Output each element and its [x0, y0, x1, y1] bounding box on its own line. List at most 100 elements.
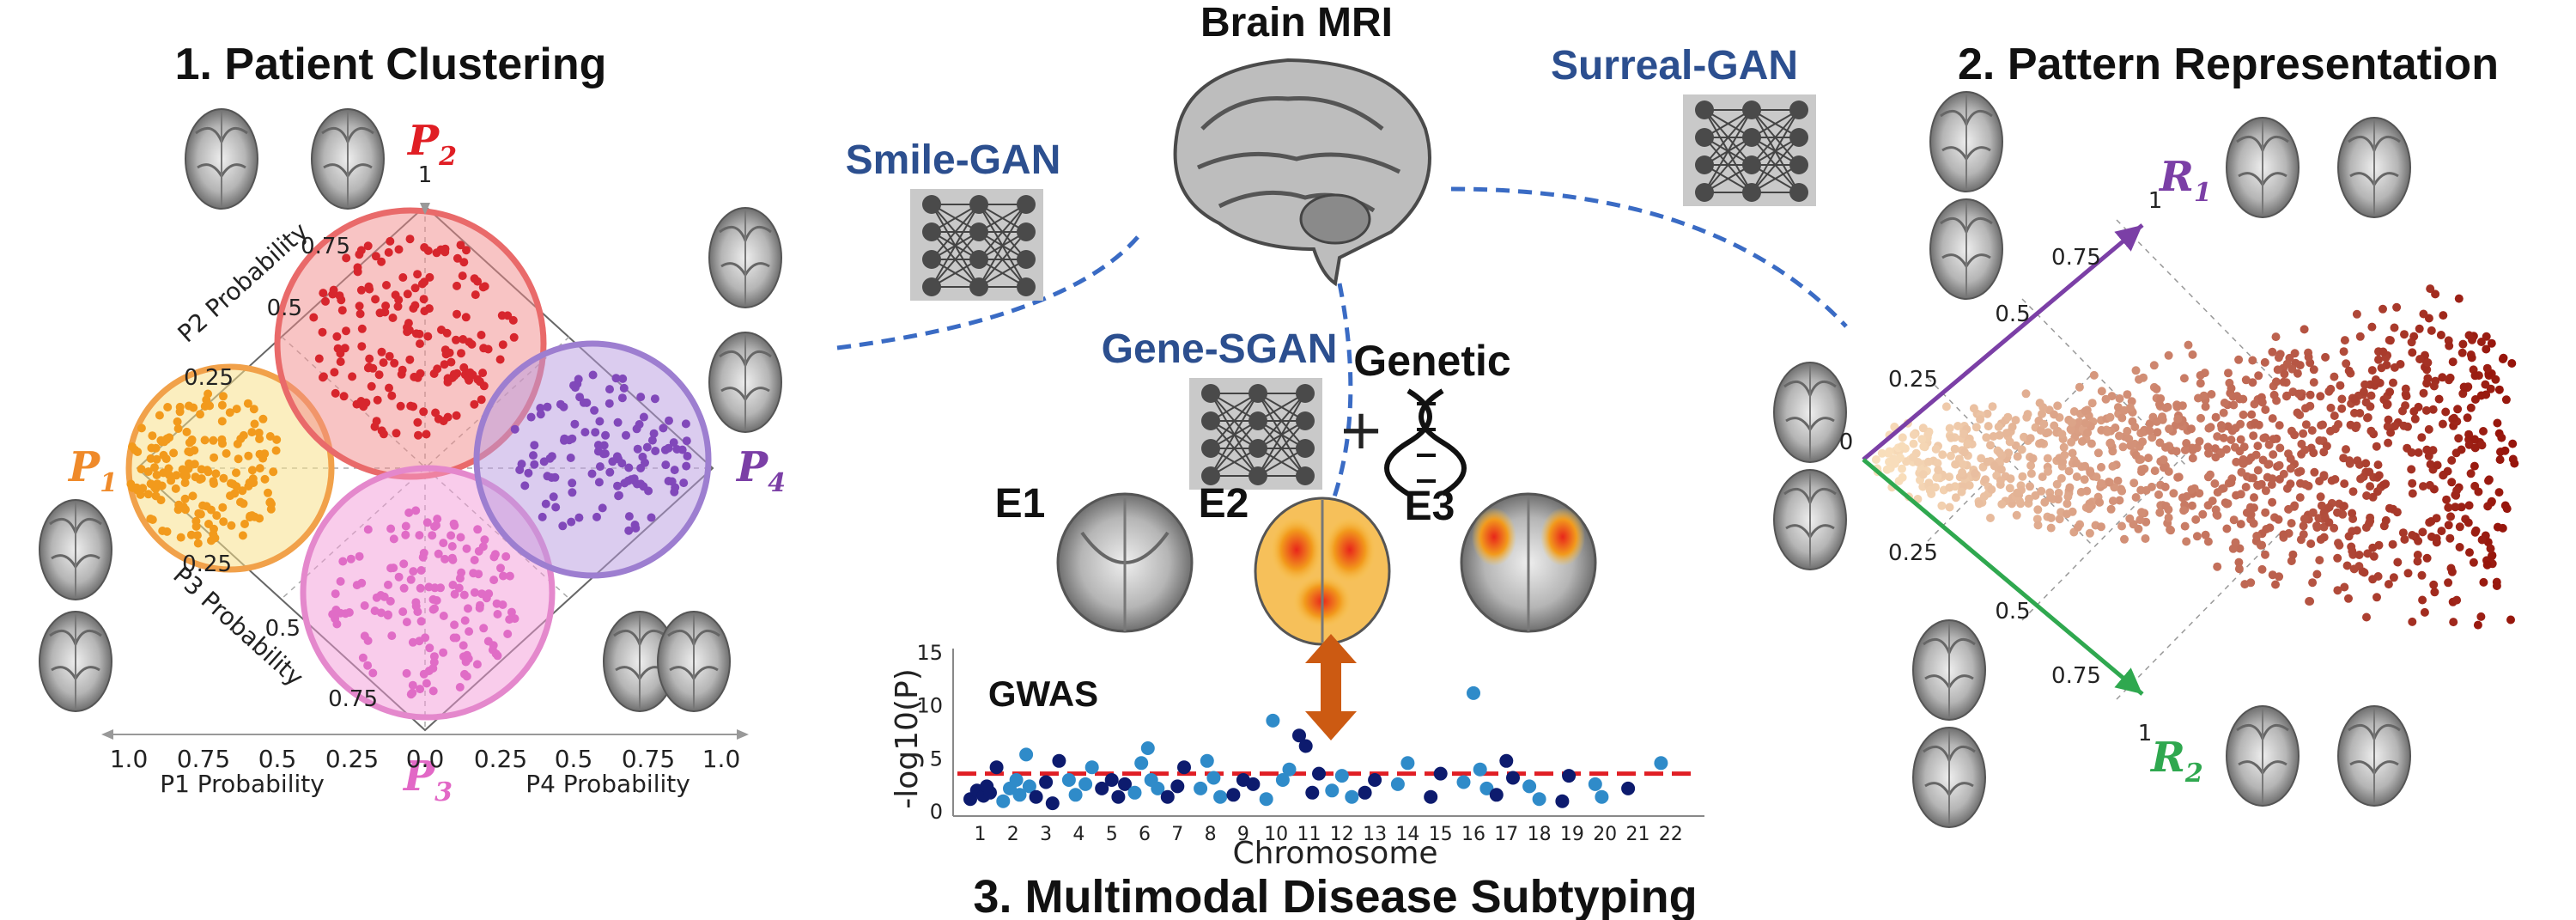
gwas-point-chr2: [996, 794, 1011, 808]
representation-dot: [2312, 521, 2321, 530]
pattern-r1-sub: 1: [2194, 178, 2212, 208]
representation-dot: [2229, 515, 2239, 525]
cluster-dot-p1: [204, 467, 213, 477]
representation-dot: [2155, 438, 2165, 448]
representation-dot: [2481, 380, 2490, 389]
gwas-point-chr20: [1588, 777, 1602, 791]
representation-dot: [2352, 309, 2361, 319]
representation-dot: [2508, 454, 2518, 464]
representation-dot: [2295, 493, 2305, 503]
pattern-r1-base: R: [2158, 153, 2194, 201]
representation-dot: [2257, 398, 2267, 407]
representation-dot: [2180, 521, 2190, 531]
representation-dot: [2401, 384, 2410, 393]
representation-dot: [2366, 516, 2375, 526]
representation-dot: [2420, 607, 2429, 617]
representation-dot: [1986, 441, 1995, 450]
gwas-point-chr18: [1532, 792, 1546, 807]
cluster-dot-p1: [271, 446, 281, 455]
representation-dot: [2454, 294, 2464, 303]
gwas-points: [963, 685, 1668, 811]
gwas-xtick-label: 9: [1237, 824, 1249, 845]
representation-dot: [2464, 518, 2473, 527]
pattern-label-r1: R1: [2158, 153, 2212, 208]
representation-dot: [2084, 504, 2093, 514]
representation-dot: [2465, 548, 2474, 557]
representation-dot: [2418, 527, 2427, 537]
cluster-dot-p2: [309, 313, 319, 322]
cluster-dot-p1: [255, 435, 264, 443]
gwas-point-chr11: [1298, 739, 1313, 753]
cluster-dot-p1: [146, 454, 155, 463]
cluster-dot-p3: [489, 576, 499, 585]
cluster-dot-p3: [404, 508, 414, 517]
cluster-dot-p1: [246, 511, 255, 521]
cluster-dot-p2: [477, 395, 486, 405]
cluster-dot-p4: [587, 469, 597, 478]
cluster-dot-p1: [189, 403, 198, 412]
representation-dot: [2155, 508, 2165, 517]
pattern-label-r2: R2: [2149, 734, 2203, 789]
representation-dot: [2449, 413, 2458, 423]
representation-dot: [2063, 499, 2072, 509]
representation-dot: [2408, 348, 2417, 357]
cluster-dot-p2: [467, 339, 477, 349]
cluster-dot-p3: [331, 589, 340, 599]
cluster-dot-p1: [265, 432, 275, 441]
cluster-dot-p1: [196, 410, 204, 419]
cluster-dot-p3: [380, 592, 389, 601]
representation-dot: [2239, 459, 2248, 468]
cluster-dot-p4: [605, 399, 614, 408]
cluster-dot-p3: [473, 525, 483, 534]
cluster-dot-p1: [232, 468, 240, 478]
representation-dot: [2188, 501, 2196, 510]
cluster-dot-p2: [458, 271, 467, 281]
representation-dot: [2306, 390, 2315, 399]
cluster-dot-p1: [236, 434, 246, 443]
cluster-dot-p4: [538, 512, 547, 521]
cluster-dot-p3: [434, 549, 443, 558]
representation-dot: [2031, 490, 2040, 500]
representation-dot: [2053, 401, 2063, 411]
cluster-dot-p2: [393, 302, 403, 311]
tick-p1-075: 0.75: [177, 745, 230, 773]
gwas-xtick-label: 12: [1330, 824, 1354, 845]
representation-dot: [2469, 557, 2478, 567]
cluster-dot-p4: [529, 451, 538, 460]
representation-dot: [2448, 357, 2458, 367]
cluster-dot-p1: [191, 472, 200, 482]
cluster-dot-p4: [520, 481, 530, 490]
cluster-dot-p1: [234, 454, 243, 464]
cluster-dot-p4: [618, 374, 628, 383]
representation-dot: [2348, 509, 2357, 518]
cluster-dot-p3: [331, 606, 341, 614]
representation-dot: [2349, 564, 2359, 574]
representation-dot: [2314, 514, 2324, 523]
representation-dot: [2187, 485, 2196, 494]
cluster-dot-p2: [447, 357, 456, 367]
representation-dot: [1971, 423, 1981, 432]
representation-dot: [2087, 439, 2096, 448]
representation-dot: [2136, 515, 2145, 525]
cluster-dot-p3: [479, 624, 489, 633]
representation-dot: [1945, 423, 1954, 433]
representation-dot: [1889, 454, 1899, 464]
cluster-dot-p1: [219, 473, 228, 483]
representation-dot: [2392, 302, 2402, 312]
representation-dot: [2449, 618, 2458, 627]
representation-dot: [2196, 371, 2205, 380]
cluster-dot-p2: [462, 246, 471, 255]
representation-dot: [2234, 355, 2244, 364]
representation-dot: [2093, 448, 2103, 458]
cluster-dot-p1: [247, 428, 257, 437]
representation-dot: [2384, 580, 2393, 589]
representation-dot: [2290, 349, 2300, 358]
network-icon-surreal-gan-edge: [1704, 137, 1753, 193]
cluster-dot-p2: [396, 401, 405, 411]
cluster-dot-p1: [156, 496, 166, 505]
representation-dot: [2222, 524, 2232, 533]
cluster-dot-p1: [264, 488, 272, 497]
bottom-axis: [101, 203, 749, 740]
cluster-dot-p4: [588, 370, 598, 380]
representation-dot: [2108, 461, 2117, 471]
